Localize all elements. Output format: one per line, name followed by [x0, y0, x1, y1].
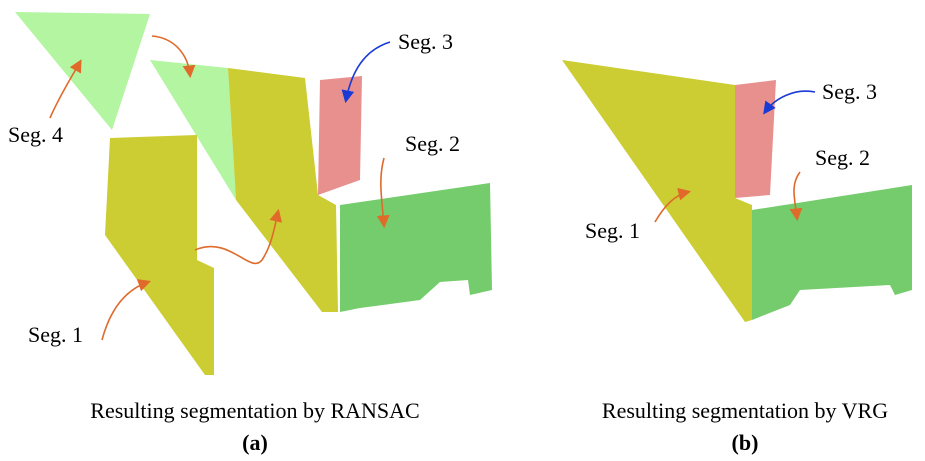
panel-tag: (a) — [242, 430, 268, 455]
segment-3 — [735, 80, 776, 198]
segment-label: Seg. 3 — [398, 29, 453, 54]
caption: Resulting segmentation by RANSAC — [90, 398, 419, 423]
arrow — [341, 41, 391, 104]
arrow — [49, 59, 82, 119]
segment-2 — [752, 185, 912, 320]
segment-label: Seg. 3 — [822, 79, 877, 104]
segment-label: Seg. 4 — [8, 122, 63, 147]
arrow — [151, 35, 196, 79]
segment-label: Seg. 1 — [585, 218, 640, 243]
panel-a: Seg. 4 Seg. 3 Seg. 2 Seg. 1 Resulting se… — [8, 12, 492, 455]
segment-4-detached — [15, 12, 150, 130]
segment-3 — [318, 76, 362, 195]
panel-b: Seg. 3 Seg. 2 Seg. 1 Resulting segmentat… — [562, 60, 912, 455]
arrow — [763, 90, 816, 115]
segment-2 — [340, 183, 492, 312]
segment-4 — [150, 60, 236, 200]
segment-1-detached — [105, 135, 214, 375]
panel-tag: (b) — [732, 430, 759, 455]
segment-1-main — [228, 68, 338, 312]
arrow — [101, 279, 152, 341]
segment-label: Seg. 2 — [815, 145, 870, 170]
arrow — [376, 157, 390, 229]
segment-1 — [562, 60, 752, 322]
arrow — [194, 208, 283, 265]
caption: Resulting segmentation by VRG — [602, 398, 888, 423]
arrow — [789, 171, 803, 222]
segment-label: Seg. 1 — [28, 322, 83, 347]
arrow — [654, 187, 692, 223]
segment-label: Seg. 2 — [405, 131, 460, 156]
